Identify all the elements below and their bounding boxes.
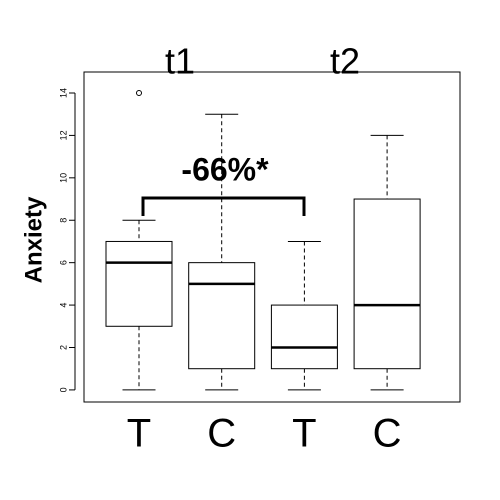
box xyxy=(105,240,173,327)
y-tick-label: 6 xyxy=(58,260,68,265)
group-label: t2 xyxy=(330,41,360,82)
bracket xyxy=(141,196,306,216)
x-tick-label: T xyxy=(127,412,151,456)
group-label: t1 xyxy=(165,41,195,82)
y-tick-label: 0 xyxy=(58,387,68,392)
box xyxy=(270,304,338,370)
box xyxy=(353,198,421,370)
y-tick-label: 2 xyxy=(58,345,68,350)
plot-frame xyxy=(83,71,461,403)
y-tick-label: 12 xyxy=(58,130,68,140)
outlier xyxy=(136,89,142,96)
annotation: -66%* xyxy=(181,151,269,187)
y-tick-label: 10 xyxy=(58,173,68,183)
x-tick-label: C xyxy=(207,412,236,456)
y-tick-label: 4 xyxy=(58,303,68,308)
y-axis-title: Anxiety xyxy=(20,196,47,283)
y-tick-label: 8 xyxy=(58,218,68,223)
x-tick-label: T xyxy=(292,412,316,456)
y-tick-label: 14 xyxy=(58,88,68,98)
x-tick-label: C xyxy=(373,412,402,456)
box xyxy=(188,262,256,370)
